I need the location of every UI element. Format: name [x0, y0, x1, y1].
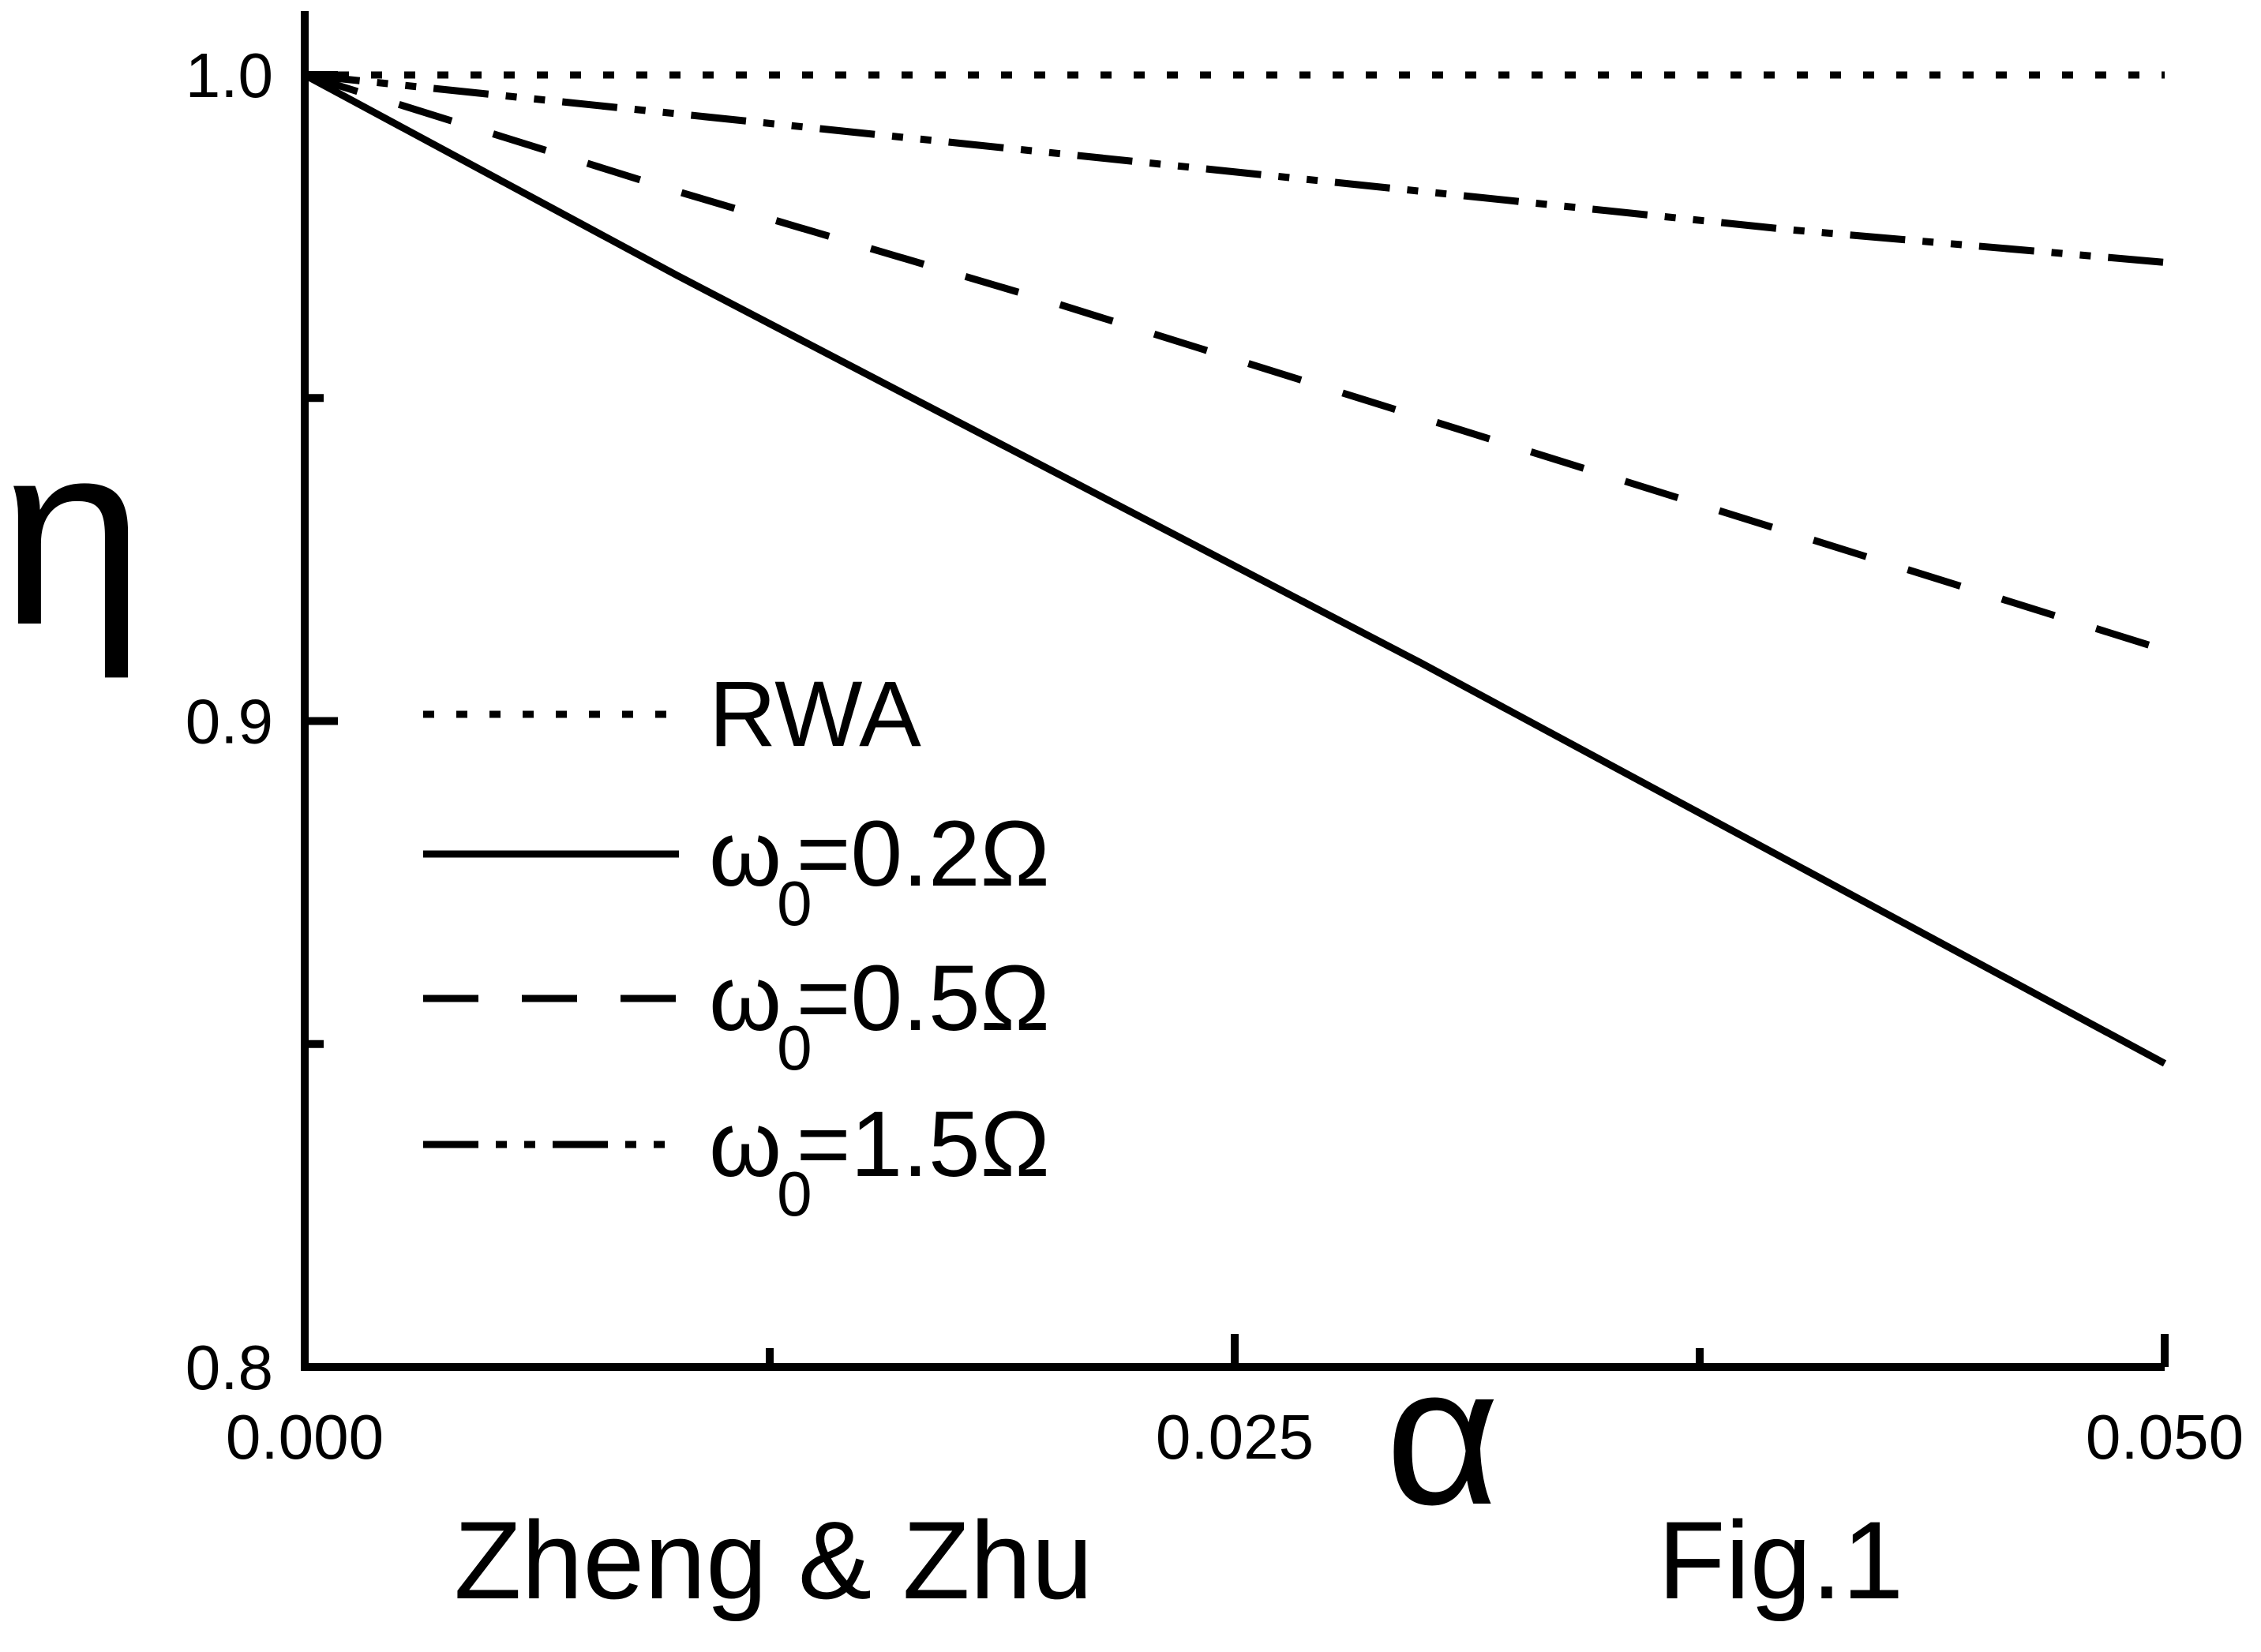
y-tick-label: 1.0 — [186, 40, 273, 111]
y-axis-label: η — [0, 388, 145, 680]
y-tick-label: 0.9 — [186, 687, 273, 757]
series-line-2 — [303, 71, 2166, 654]
legend-label-2: ω0=0.5Ω — [709, 946, 1050, 1083]
x-axis-label: α — [1385, 1325, 1500, 1545]
legend-label-0: RWA — [709, 662, 921, 766]
series-line-3 — [304, 71, 2165, 266]
x-tick-label: 0.000 — [226, 1402, 384, 1472]
figure-number: Fig.1 — [1658, 1498, 1903, 1622]
legend-label-3: ω0=1.5Ω — [709, 1092, 1050, 1229]
axes — [301, 11, 2165, 1371]
author-text: Zheng & Zhu — [454, 1498, 1093, 1622]
ticks-group — [301, 71, 2169, 1371]
tick-labels-group: 0.000 0.025 0.050 0.8 0.9 1.0 — [186, 40, 2244, 1472]
y-tick-label: 0.8 — [186, 1332, 273, 1403]
x-tick-label: 0.050 — [2086, 1402, 2244, 1472]
x-tick-label: 0.025 — [1156, 1402, 1314, 1472]
legend-label-1: ω0=0.2Ω — [709, 802, 1050, 938]
series-line-1 — [302, 72, 2167, 1067]
series-group — [302, 71, 2167, 1067]
